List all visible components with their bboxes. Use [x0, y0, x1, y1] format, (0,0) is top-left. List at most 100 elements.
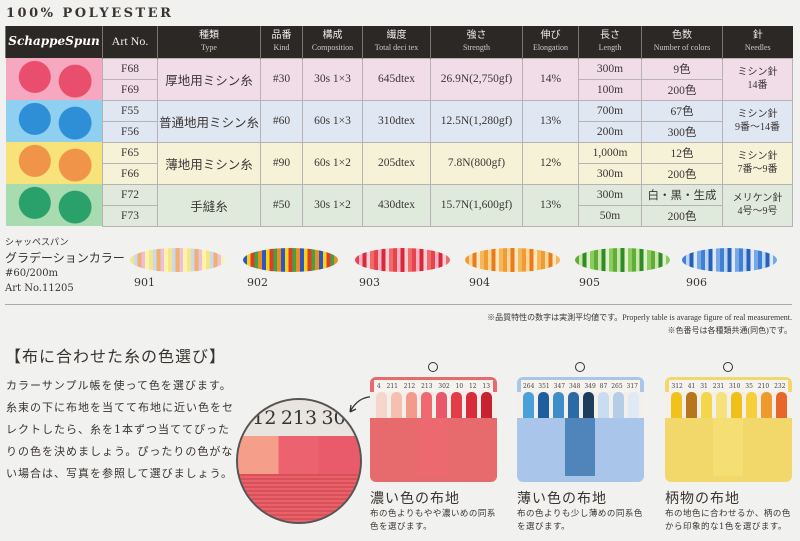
- zoom-number: 212: [240, 407, 277, 429]
- art-no: F66: [102, 162, 158, 185]
- card-title: 薄い色の布地: [517, 491, 607, 507]
- gradation-brand: シャッペスパン: [5, 238, 69, 248]
- kind: #50: [260, 183, 303, 227]
- needles: ミシン針 14番: [722, 57, 793, 101]
- column-header: 強さ Strength: [430, 26, 523, 58]
- composition: 60s 1×2: [302, 141, 363, 185]
- fabric-photo: 4 211 212 213 302 10 12 13: [370, 377, 497, 482]
- number-of-colors: 300色: [641, 120, 723, 143]
- table-row: F72 手縫糸 #50 30s 1×2 430dtex 15.7N(1,600g…: [5, 183, 793, 227]
- column-header: 品番 Kind: [260, 26, 303, 58]
- fabric-card: 264 351 347 348 349 87 265 317 薄い色の布地 布の色よりも少し薄…: [517, 377, 644, 534]
- section-body: カラーサンプル帳を使って色を選びます。糸束の下に布地を当てて布地に近い色をセレク…: [6, 379, 234, 480]
- spec-table: SchappeSpun Art No. 種類 Type 品番 Kind 構成 Composi…: [5, 26, 793, 227]
- swatch-number: 903: [359, 276, 380, 289]
- composition: 30s 1×3: [302, 57, 363, 101]
- swatch-number: 902: [247, 276, 268, 289]
- thread-type: 手縫糸: [157, 183, 261, 227]
- total-dtex: 645dtex: [362, 57, 431, 101]
- card-title: 濃い色の布地: [370, 491, 460, 507]
- column-header: 伸び Elongation: [522, 26, 579, 58]
- brand-logo: SchappeSpun: [5, 26, 103, 58]
- art-no: F55: [102, 99, 158, 122]
- needles: メリケン針 4号～9号: [722, 183, 793, 227]
- number-of-colors: 白・黒・生成: [641, 183, 723, 206]
- art-no: F56: [102, 120, 158, 143]
- marker-circle-icon: [723, 362, 733, 372]
- art-no: F72: [102, 183, 158, 206]
- table-row: F56 200m 300色: [6, 120, 793, 143]
- strength: 26.9N(2,750gf): [430, 57, 523, 101]
- fabric-photo: 264 351 347 348 349 87 265 317: [517, 377, 644, 482]
- thread-type: 薄地用ミシン糸: [157, 141, 261, 185]
- number-of-colors: 200色: [641, 162, 723, 185]
- section-heading: 【布に合わせた糸の色選び】: [5, 347, 227, 366]
- elongation: 12%: [522, 141, 579, 185]
- zoom-detail-image: 212 213 302: [236, 398, 362, 524]
- strength: 12.5N(1,280gf): [430, 99, 523, 143]
- swatch-number: 906: [686, 276, 707, 289]
- length: 50m: [578, 204, 642, 227]
- spool-photo: [5, 184, 103, 226]
- composition: 30s 1×2: [302, 183, 363, 227]
- spool-photo: [5, 58, 103, 100]
- strength: 7.8N(800gf): [430, 141, 523, 185]
- swatch-number: 905: [579, 276, 600, 289]
- total-dtex: 205dtex: [362, 141, 431, 185]
- number-of-colors: 12色: [641, 141, 723, 164]
- column-header: 繊度 Total deci tex: [362, 26, 431, 58]
- strength: 15.7N(1,600gf): [430, 183, 523, 227]
- gradation-swatch: [243, 248, 338, 272]
- gradation-label: シャッペスパン グラデーションカラー #60/200m Art No.11205: [5, 236, 125, 296]
- gradation-swatch: [355, 248, 450, 272]
- art-no: F73: [102, 204, 158, 227]
- divider: [5, 304, 792, 305]
- zoom-number: 213: [280, 407, 318, 429]
- number-of-colors: 200色: [641, 78, 723, 101]
- elongation: 13%: [522, 99, 579, 143]
- number-of-colors: 200色: [641, 204, 723, 227]
- swatch-number: 901: [134, 276, 155, 289]
- length: 300m: [578, 57, 642, 80]
- gradation-swatch: [682, 248, 777, 272]
- marker-circle-icon: [575, 362, 585, 372]
- table-row: F65 薄地用ミシン糸 #90 60s 1×2 205dtex 7.8N(800…: [5, 141, 793, 185]
- thread-type: 普通地用ミシン糸: [157, 99, 261, 143]
- page-title: 100% POLYESTER: [6, 6, 174, 21]
- kind: #60: [260, 99, 303, 143]
- art-no: F68: [102, 57, 158, 80]
- art-no: F69: [102, 78, 158, 101]
- column-header: 色数 Number of colors: [641, 26, 723, 58]
- spool-photo: [5, 100, 103, 142]
- note-measurement: ※品質特性の数字は実測平均値です。Properly table is avara…: [487, 313, 792, 322]
- column-header: 針 Needles: [722, 26, 793, 58]
- kind: #90: [260, 141, 303, 185]
- gradation-swatch: [130, 248, 225, 272]
- length: 200m: [578, 120, 642, 143]
- swatch-number: 904: [469, 276, 490, 289]
- fabric-card: 4 211 212 213 302 10 12 13 濃い色の布地 布の色よりもやや濃いめの同…: [370, 377, 497, 534]
- card-description: 布の色よりもやや濃いめの同系色を選びます。: [370, 509, 496, 532]
- gradation-art-no: Art No.11205: [5, 283, 74, 294]
- length: 300m: [578, 162, 642, 185]
- length: 1,000m: [578, 141, 642, 164]
- total-dtex: 430dtex: [362, 183, 431, 227]
- table-row: F69 100m 200色: [6, 78, 793, 101]
- length: 300m: [578, 183, 642, 206]
- length: 700m: [578, 99, 642, 122]
- composition: 60s 1×3: [302, 99, 363, 143]
- spool-photo: [5, 142, 103, 184]
- total-dtex: 310dtex: [362, 99, 431, 143]
- art-no: F65: [102, 141, 158, 164]
- card-description: 布の色よりも少し薄めの同系色を選びます。: [517, 509, 643, 532]
- elongation: 14%: [522, 57, 579, 101]
- column-header: 長さ Length: [578, 26, 642, 58]
- table-row: F55 普通地用ミシン糸 #60 60s 1×3 310dtex 12.5N(1…: [5, 99, 793, 143]
- thread-type: 厚地用ミシン糸: [157, 57, 261, 101]
- table-row: F68 厚地用ミシン糸 #30 30s 1×3 645dtex 26.9N(2,…: [5, 57, 793, 101]
- fabric-card: 312 41 31 231 310 35 210 232 柄物の布地 布の地色に合わせるか、柄…: [665, 377, 792, 534]
- marker-circle-icon: [428, 362, 438, 372]
- gradation-swatch: [465, 248, 560, 272]
- needles: ミシン針 9番～14番: [722, 99, 793, 143]
- card-title: 柄物の布地: [665, 491, 740, 507]
